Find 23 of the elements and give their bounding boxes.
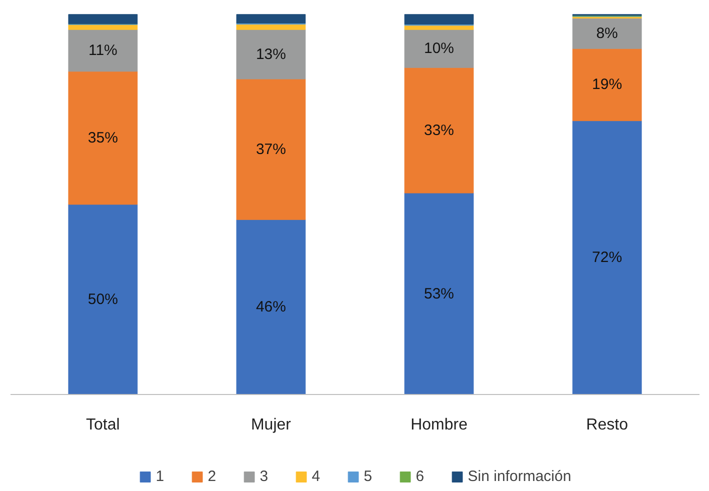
data-label: 10% bbox=[424, 40, 454, 58]
data-label: 37% bbox=[256, 140, 286, 158]
legend-label: 4 bbox=[312, 468, 322, 485]
data-label: 33% bbox=[424, 122, 454, 139]
data-label: 46% bbox=[256, 298, 286, 316]
x-tick-label: Resto bbox=[586, 416, 628, 434]
data-label: 72% bbox=[592, 249, 622, 266]
legend-label: 1 bbox=[156, 468, 166, 485]
data-label: 53% bbox=[424, 285, 454, 302]
data-label: 13% bbox=[256, 46, 286, 63]
x-tick-label: Total bbox=[86, 416, 120, 434]
legend-label: Sin información bbox=[468, 468, 572, 485]
data-label: 19% bbox=[592, 76, 622, 94]
x-tick-label: Mujer bbox=[250, 416, 292, 434]
data-label: 11% bbox=[88, 42, 118, 60]
legend-label: 5 bbox=[364, 468, 374, 485]
data-label: 8% bbox=[596, 24, 618, 42]
legend-label: 3 bbox=[260, 468, 270, 485]
x-tick-label: Hombre bbox=[410, 416, 468, 434]
legend-label: 6 bbox=[416, 468, 426, 485]
data-label: 50% bbox=[88, 290, 118, 308]
data-label: 35% bbox=[88, 129, 118, 146]
legend-label: 2 bbox=[208, 468, 218, 485]
